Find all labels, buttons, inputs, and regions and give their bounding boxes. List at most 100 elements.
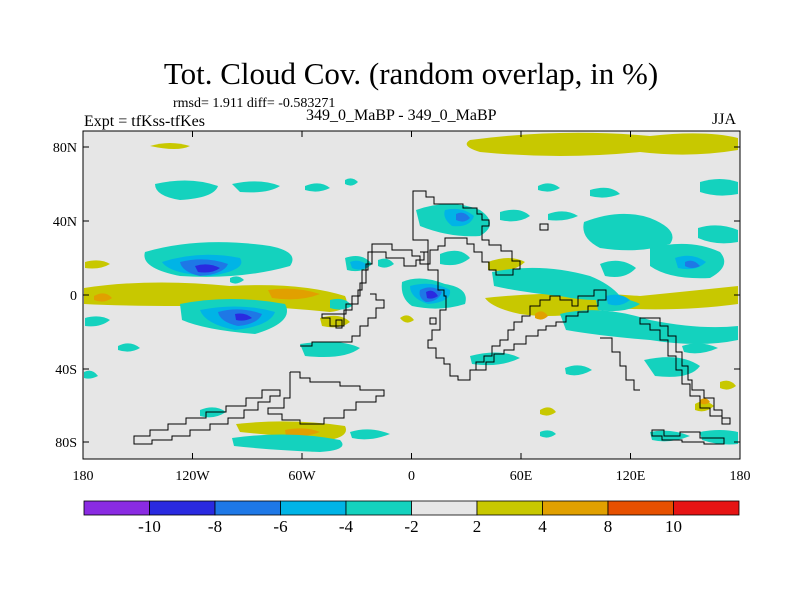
anomaly-contour xyxy=(606,294,630,306)
colorbar-label: -4 xyxy=(339,517,354,536)
continent-outline xyxy=(300,293,385,347)
anomaly-contour xyxy=(565,365,592,376)
colorbar-labels: -10 -8 -6 -4 -2 2 4 8 10 xyxy=(138,517,682,536)
colorbar-swatch xyxy=(673,500,740,516)
anomaly-contour xyxy=(426,290,438,299)
anomaly-contour xyxy=(155,180,218,200)
x-tick-label: 60E xyxy=(510,469,533,484)
axis-tick-labels: 180 120W 60W 0 60E 120E 180 80N 40N 0 40S 80S xyxy=(53,141,751,484)
y-tick-label: 40S xyxy=(55,363,77,378)
continent-outline xyxy=(335,319,343,329)
anomaly-contour xyxy=(305,183,330,192)
cloud-anomaly-field xyxy=(84,132,738,452)
colorbar-label: -2 xyxy=(404,517,418,536)
colorbar-label: -6 xyxy=(273,517,287,536)
anomaly-contour xyxy=(535,311,548,320)
anomaly-contour xyxy=(235,313,252,321)
x-tick-label: 60W xyxy=(288,469,316,484)
anomaly-contour xyxy=(685,260,700,268)
chart-title: Tot. Cloud Cov. (random overlap, in %) xyxy=(163,56,659,91)
x-tick-label: 0 xyxy=(408,469,415,484)
anomaly-contour xyxy=(400,315,414,323)
anomaly-contour xyxy=(195,264,220,273)
anomaly-contour xyxy=(440,250,470,266)
anomaly-contour xyxy=(583,213,673,251)
anomaly-contour xyxy=(350,429,390,440)
anomaly-contour xyxy=(345,178,358,186)
colorbar-label: 8 xyxy=(604,517,613,536)
anomaly-contour xyxy=(700,430,738,445)
rmsd-diff-label: rmsd= 1.911 diff= -0.583271 xyxy=(173,96,336,111)
axis-ticks xyxy=(82,131,741,459)
anomaly-contour xyxy=(378,258,394,268)
x-tick-label: 180 xyxy=(73,469,94,484)
colorbar-label: 4 xyxy=(538,517,547,536)
continent-outline xyxy=(420,251,607,381)
x-tick-label: 120W xyxy=(175,469,210,484)
y-tick-label: 80N xyxy=(53,141,77,156)
anomaly-contour xyxy=(350,260,368,270)
anomaly-contour xyxy=(590,187,620,198)
x-tick-label: 120E xyxy=(616,469,646,484)
anomaly-contour xyxy=(560,310,738,344)
colorbar-swatch xyxy=(280,500,347,516)
continent-outlines xyxy=(133,190,731,445)
colorbar xyxy=(83,500,740,516)
continent-outline xyxy=(539,223,549,231)
colorbar-label: -10 xyxy=(138,517,161,536)
anomaly-contour xyxy=(500,209,530,222)
colorbar-swatch xyxy=(476,500,543,516)
season-label: JJA xyxy=(712,111,737,128)
anomaly-contour xyxy=(698,225,738,244)
anomaly-contour xyxy=(85,316,110,327)
anomaly-contour xyxy=(682,343,718,354)
anomaly-contour xyxy=(94,293,112,302)
anomaly-contour xyxy=(268,288,320,300)
anomaly-contour xyxy=(118,343,140,352)
anomaly-contour xyxy=(85,260,110,269)
anomaly-contour xyxy=(466,132,738,156)
colorbar-swatch xyxy=(214,500,281,516)
y-tick-label: 0 xyxy=(70,289,77,304)
colorbar-swatch xyxy=(345,500,412,516)
colorbar-label: 2 xyxy=(473,517,482,536)
anomaly-contour xyxy=(300,341,360,357)
continent-outline xyxy=(651,429,725,445)
continent-outline xyxy=(429,317,437,325)
x-tick-label: 180 xyxy=(730,469,751,484)
colorbar-swatch xyxy=(83,500,150,516)
colorbar-swatch xyxy=(607,500,674,516)
anomaly-contour xyxy=(492,267,620,300)
anomaly-contour xyxy=(540,407,556,416)
anomaly-contour xyxy=(232,434,343,452)
colorbar-swatch xyxy=(411,500,478,516)
anomaly-contour xyxy=(644,357,700,377)
anomaly-contour xyxy=(540,430,556,438)
anomaly-contour xyxy=(600,260,636,277)
colorbar-swatch xyxy=(542,500,609,516)
continent-outline xyxy=(600,337,640,391)
anomaly-contour xyxy=(150,143,190,149)
anomaly-contour xyxy=(230,276,244,284)
colorbar-label: -8 xyxy=(208,517,222,536)
continent-outline xyxy=(133,389,281,445)
anomaly-contour xyxy=(232,181,280,193)
anomaly-contour xyxy=(538,183,560,192)
anomaly-contour xyxy=(700,398,710,405)
colorbar-label: 10 xyxy=(665,517,682,536)
continent-outline xyxy=(267,371,385,425)
anomaly-contour xyxy=(456,212,470,222)
continent-outline xyxy=(321,190,521,327)
continent-outline xyxy=(639,317,731,425)
anomaly-contour xyxy=(285,428,320,437)
anomaly-contour xyxy=(720,380,736,390)
experiment-label: Expt = tfKss-tfKes xyxy=(84,113,206,130)
colorbar-swatch xyxy=(149,500,216,516)
anomaly-contour xyxy=(84,370,98,379)
anomaly-contour xyxy=(548,211,578,221)
y-tick-label: 40N xyxy=(53,215,77,230)
period-label: 349_0_MaBP - 349_0_MaBP xyxy=(306,107,497,124)
y-tick-label: 80S xyxy=(55,436,77,451)
anomaly-contour xyxy=(700,179,738,196)
